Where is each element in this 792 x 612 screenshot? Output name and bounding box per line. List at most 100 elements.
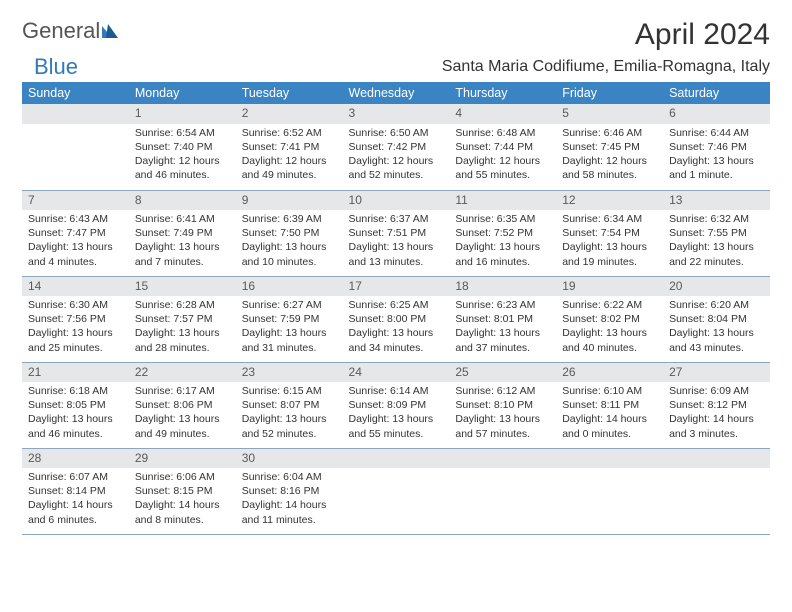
calendar-row: 1Sunrise: 6:54 AMSunset: 7:40 PMDaylight…: [22, 104, 770, 190]
day-number: [343, 449, 450, 469]
sunrise-text: Sunrise: 6:27 AM: [242, 298, 337, 312]
sunrise-text: Sunrise: 6:28 AM: [135, 298, 230, 312]
daylight-text: Daylight: 13 hours and 16 minutes.: [455, 240, 550, 268]
sunrise-text: Sunrise: 6:18 AM: [28, 384, 123, 398]
sunset-text: Sunset: 8:12 PM: [669, 398, 764, 412]
daylight-text: Daylight: 13 hours and 40 minutes.: [562, 326, 657, 354]
calendar-cell: 22Sunrise: 6:17 AMSunset: 8:06 PMDayligh…: [129, 362, 236, 448]
sunset-text: Sunset: 7:42 PM: [349, 140, 444, 154]
sunset-text: Sunset: 8:15 PM: [135, 484, 230, 498]
sunset-text: Sunset: 7:44 PM: [455, 140, 550, 154]
day-number: 1: [129, 104, 236, 124]
day-number: 29: [129, 449, 236, 469]
calendar-cell: [556, 448, 663, 534]
daylight-text: Daylight: 12 hours and 58 minutes.: [562, 154, 657, 182]
weekday-header: Tuesday: [236, 82, 343, 104]
sunrise-text: Sunrise: 6:12 AM: [455, 384, 550, 398]
sunset-text: Sunset: 7:54 PM: [562, 226, 657, 240]
weekday-header-row: Sunday Monday Tuesday Wednesday Thursday…: [22, 82, 770, 104]
sunset-text: Sunset: 8:07 PM: [242, 398, 337, 412]
day-details: Sunrise: 6:09 AMSunset: 8:12 PMDaylight:…: [663, 382, 770, 445]
calendar-cell: 4Sunrise: 6:48 AMSunset: 7:44 PMDaylight…: [449, 104, 556, 190]
sunrise-text: Sunrise: 6:41 AM: [135, 212, 230, 226]
sunset-text: Sunset: 7:41 PM: [242, 140, 337, 154]
weekday-header: Monday: [129, 82, 236, 104]
weekday-header: Thursday: [449, 82, 556, 104]
daylight-text: Daylight: 13 hours and 34 minutes.: [349, 326, 444, 354]
daylight-text: Daylight: 13 hours and 57 minutes.: [455, 412, 550, 440]
day-details: Sunrise: 6:32 AMSunset: 7:55 PMDaylight:…: [663, 210, 770, 273]
day-number: 3: [343, 104, 450, 124]
daylight-text: Daylight: 12 hours and 52 minutes.: [349, 154, 444, 182]
day-number: 10: [343, 191, 450, 211]
sunrise-text: Sunrise: 6:50 AM: [349, 126, 444, 140]
day-details: Sunrise: 6:17 AMSunset: 8:06 PMDaylight:…: [129, 382, 236, 445]
daylight-text: Daylight: 13 hours and 52 minutes.: [242, 412, 337, 440]
daylight-text: Daylight: 12 hours and 49 minutes.: [242, 154, 337, 182]
daylight-text: Daylight: 14 hours and 8 minutes.: [135, 498, 230, 526]
calendar-cell: 19Sunrise: 6:22 AMSunset: 8:02 PMDayligh…: [556, 276, 663, 362]
daylight-text: Daylight: 13 hours and 28 minutes.: [135, 326, 230, 354]
day-number: 26: [556, 363, 663, 383]
day-details: Sunrise: 6:46 AMSunset: 7:45 PMDaylight:…: [556, 124, 663, 187]
day-number: 25: [449, 363, 556, 383]
day-details: Sunrise: 6:30 AMSunset: 7:56 PMDaylight:…: [22, 296, 129, 359]
day-details: Sunrise: 6:28 AMSunset: 7:57 PMDaylight:…: [129, 296, 236, 359]
daylight-text: Daylight: 13 hours and 43 minutes.: [669, 326, 764, 354]
logo: General: [22, 18, 120, 44]
day-number: [449, 449, 556, 469]
sunset-text: Sunset: 8:01 PM: [455, 312, 550, 326]
calendar-cell: 5Sunrise: 6:46 AMSunset: 7:45 PMDaylight…: [556, 104, 663, 190]
day-number: 23: [236, 363, 343, 383]
sunset-text: Sunset: 7:52 PM: [455, 226, 550, 240]
day-details: Sunrise: 6:07 AMSunset: 8:14 PMDaylight:…: [22, 468, 129, 531]
day-details: Sunrise: 6:43 AMSunset: 7:47 PMDaylight:…: [22, 210, 129, 273]
calendar-cell: 12Sunrise: 6:34 AMSunset: 7:54 PMDayligh…: [556, 190, 663, 276]
day-number: 8: [129, 191, 236, 211]
day-number: 30: [236, 449, 343, 469]
daylight-text: Daylight: 13 hours and 55 minutes.: [349, 412, 444, 440]
calendar-cell: 30Sunrise: 6:04 AMSunset: 8:16 PMDayligh…: [236, 448, 343, 534]
sunrise-text: Sunrise: 6:14 AM: [349, 384, 444, 398]
calendar-cell: 3 Sunrise: 6:50 AMSunset: 7:42 PMDaylight…: [343, 104, 450, 190]
day-number: 27: [663, 363, 770, 383]
sunset-text: Sunset: 8:00 PM: [349, 312, 444, 326]
sunset-text: Sunset: 7:40 PM: [135, 140, 230, 154]
day-number: [22, 104, 129, 124]
day-details: Sunrise: 6:06 AMSunset: 8:15 PMDaylight:…: [129, 468, 236, 531]
logo-text-blue: Blue: [34, 54, 78, 80]
calendar-cell: 11Sunrise: 6:35 AMSunset: 7:52 PMDayligh…: [449, 190, 556, 276]
calendar-cell: 8Sunrise: 6:41 AMSunset: 7:49 PMDaylight…: [129, 190, 236, 276]
sunrise-text: Sunrise: 6:09 AM: [669, 384, 764, 398]
daylight-text: Daylight: 12 hours and 46 minutes.: [135, 154, 230, 182]
day-details: Sunrise: 6:27 AMSunset: 7:59 PMDaylight:…: [236, 296, 343, 359]
calendar-table: Sunday Monday Tuesday Wednesday Thursday…: [22, 82, 770, 535]
calendar-cell: 14Sunrise: 6:30 AMSunset: 7:56 PMDayligh…: [22, 276, 129, 362]
day-details: Sunrise: 6:04 AMSunset: 8:16 PMDaylight:…: [236, 468, 343, 531]
sunset-text: Sunset: 8:04 PM: [669, 312, 764, 326]
daylight-text: Daylight: 14 hours and 3 minutes.: [669, 412, 764, 440]
sunrise-text: Sunrise: 6:52 AM: [242, 126, 337, 140]
day-number: 28: [22, 449, 129, 469]
weekday-header: Sunday: [22, 82, 129, 104]
day-number: 5: [556, 104, 663, 124]
day-number: 11: [449, 191, 556, 211]
day-number: 13: [663, 191, 770, 211]
calendar-cell: 24Sunrise: 6:14 AMSunset: 8:09 PMDayligh…: [343, 362, 450, 448]
daylight-text: Daylight: 13 hours and 46 minutes.: [28, 412, 123, 440]
daylight-text: Daylight: 13 hours and 7 minutes.: [135, 240, 230, 268]
day-details: Sunrise: 6:15 AMSunset: 8:07 PMDaylight:…: [236, 382, 343, 445]
sunset-text: Sunset: 7:47 PM: [28, 226, 123, 240]
sunset-text: Sunset: 8:06 PM: [135, 398, 230, 412]
sunrise-text: Sunrise: 6:35 AM: [455, 212, 550, 226]
logo-text-general: General: [22, 18, 100, 44]
day-details: Sunrise: 6:20 AMSunset: 8:04 PMDaylight:…: [663, 296, 770, 359]
day-number: 22: [129, 363, 236, 383]
sunrise-text: Sunrise: 6:25 AM: [349, 298, 444, 312]
calendar-page: General April 2024 Santa Maria Codifiume…: [0, 0, 792, 553]
calendar-cell: 20Sunrise: 6:20 AMSunset: 8:04 PMDayligh…: [663, 276, 770, 362]
sunset-text: Sunset: 8:05 PM: [28, 398, 123, 412]
calendar-cell: 2Sunrise: 6:52 AMSunset: 7:41 PMDaylight…: [236, 104, 343, 190]
day-details: Sunrise: 6:18 AMSunset: 8:05 PMDaylight:…: [22, 382, 129, 445]
day-details: Sunrise: 6:37 AMSunset: 7:51 PMDaylight:…: [343, 210, 450, 273]
